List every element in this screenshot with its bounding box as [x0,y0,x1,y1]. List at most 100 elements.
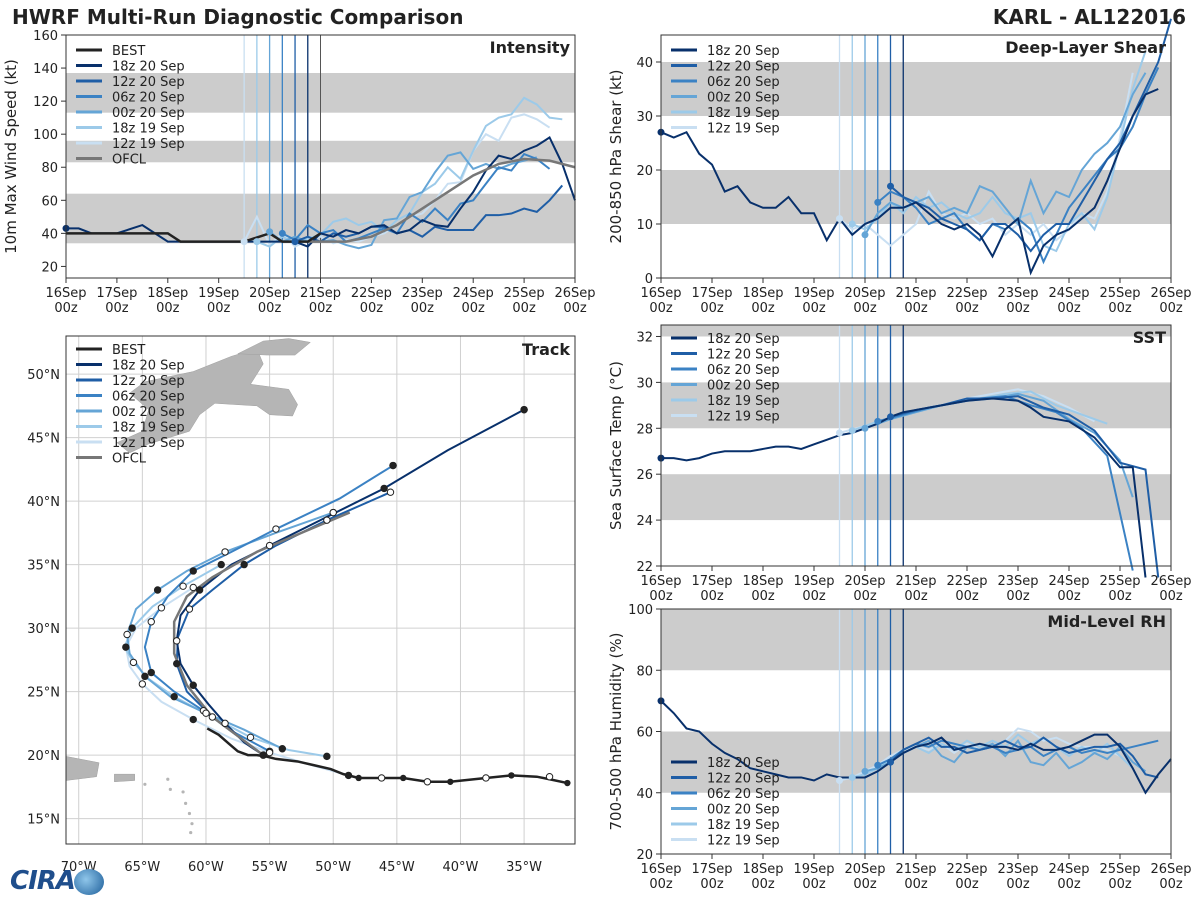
small-island [168,787,172,791]
sst-init-marker [887,413,894,421]
intensity-x-tick-label: 00z [512,301,536,316]
sst-x-tick-label: 16Sep [640,574,681,589]
intensity-panel-title: Intensity [490,38,571,57]
shear-legend-label: 18z 19 Sep [707,106,780,121]
track-legend-label: OFCL [112,452,147,467]
sst-init-marker [874,417,882,425]
sst-x-tick-label: 22Sep [946,574,987,589]
track-position-marker [179,582,187,590]
sst-x-tick-label: 21Sep [895,574,936,589]
shear-x-tick-label: 00z [1057,301,1081,316]
track-x-tick-label: 65°W [124,860,160,875]
intensity-x-tick-label: 22Sep [351,286,392,301]
intensity-y-tick-label: 120 [33,95,58,110]
track-x-tick-label: 40°W [443,860,479,875]
rh-legend-label: 18z 19 Sep [707,818,780,833]
track-x-tick-label: 45°W [379,860,415,875]
rh-x-tick-label: 25Sep [1099,862,1140,877]
track-position-marker [170,692,178,701]
shear-legend-label: 00z 20 Sep [707,91,780,106]
rh-x-tick-label: 23Sep [997,862,1038,877]
intensity-legend-label: OFCL [112,153,147,168]
track-legend-label: 12z 19 Sep [112,436,185,451]
rh-x-tick-label: 17Sep [691,862,732,877]
best-track-line [206,727,568,785]
rh-x-tick-label: 00z [802,877,826,892]
intensity-legend-label: 06z 20 Sep [112,91,185,106]
sst-x-tick-label: 00z [700,589,724,604]
small-island [189,830,193,835]
rh-x-tick-label: 00z [853,877,877,892]
shear-series-line [851,50,1147,253]
intensity-x-tick-label: 18Sep [147,286,188,301]
intensity-y-tick-label: 140 [33,62,58,77]
intensity-y-tick-label: 160 [33,29,58,44]
shear-band [661,62,1171,116]
track-frame [65,335,576,845]
intensity-x-tick-label: 19Sep [198,286,239,301]
sst-y-tick-label: 28 [636,422,653,437]
sst-init-marker [861,424,869,432]
track-y-tick-label: 15°N [27,813,60,828]
rh-legend-label: 12z 19 Sep [707,834,780,849]
shear-y-tick-label: 10 [636,218,653,233]
intensity-legend-label: 18z 19 Sep [112,122,185,137]
shear-legend-label: 12z 20 Sep [707,60,780,75]
track-position-marker [122,643,130,651]
sst-series-line [661,397,1147,578]
logo-text: CIRA [10,866,76,896]
intensity-series-line [66,136,576,248]
best-position-marker [423,778,432,786]
intensity-x-tick-label: 00z [156,301,180,316]
best-position-marker [545,772,554,781]
sst-legend-label: 18z 20 Sep [707,332,780,347]
track-position-marker [195,586,204,594]
sst-x-tick-label: 23Sep [997,574,1038,589]
track-x-tick-label: 60°W [188,860,224,875]
rh-x-tick-label: 26Sep [1150,862,1191,877]
sst-init-marker [836,429,843,437]
intensity-x-tick-label: 26Sep [554,286,595,301]
intensity-x-tick-label: 00z [360,301,384,316]
rh-series-line [660,700,1172,795]
rh-init-marker [848,773,856,781]
sst-y-tick-label: 30 [636,376,653,391]
storm-id: KARL - AL122016 [992,5,1186,29]
track-position-marker [189,715,197,724]
sst-legend-label: 00z 20 Sep [707,379,780,394]
sst-band [661,474,1171,521]
rh-legend-label: 00z 20 Sep [707,803,780,818]
shear-x-tick-label: 00z [802,301,826,316]
track-position-marker [185,605,194,613]
rh-y-tick-label: 20 [636,848,653,863]
track-position-marker [265,541,274,550]
track-end-marker [520,405,528,414]
island [114,773,135,783]
track-x-tick-label: 50°W [315,860,351,875]
intensity-x-tick-label: 23Sep [402,286,443,301]
small-island [181,790,185,794]
intensity-x-tick-label: 21Sep [300,286,341,301]
track-panel-title: Track [522,340,570,359]
track-position-marker [129,658,138,667]
rh-legend-label: 18z 20 Sep [707,756,780,771]
intensity-x-tick-label: 17Sep [96,286,137,301]
shear-y-tick-label: 20 [636,164,653,179]
rh-x-tick-label: 00z [751,877,775,892]
small-island [143,782,147,786]
shear-x-tick-label: 16Sep [640,286,681,301]
sst-y-axis-label: Sea Surface Temp (°C) [607,361,625,530]
intensity-x-tick-label: 24Sep [453,286,494,301]
shear-x-tick-label: 00z [853,301,877,316]
cira-logo: CIRA [4,866,108,898]
shear-x-tick-label: 00z [1006,301,1030,316]
sst-x-tick-label: 26Sep [1150,574,1191,589]
shear-panel-title: Deep-Layer Shear [1005,38,1166,57]
track-position-marker [380,484,388,493]
track-position-marker [157,604,166,612]
sst-x-tick-label: 18Sep [742,574,783,589]
track-position-marker [323,516,331,524]
intensity-init-marker [291,238,299,246]
track-end-marker [386,488,395,496]
sst-x-tick-label: 00z [802,589,826,604]
